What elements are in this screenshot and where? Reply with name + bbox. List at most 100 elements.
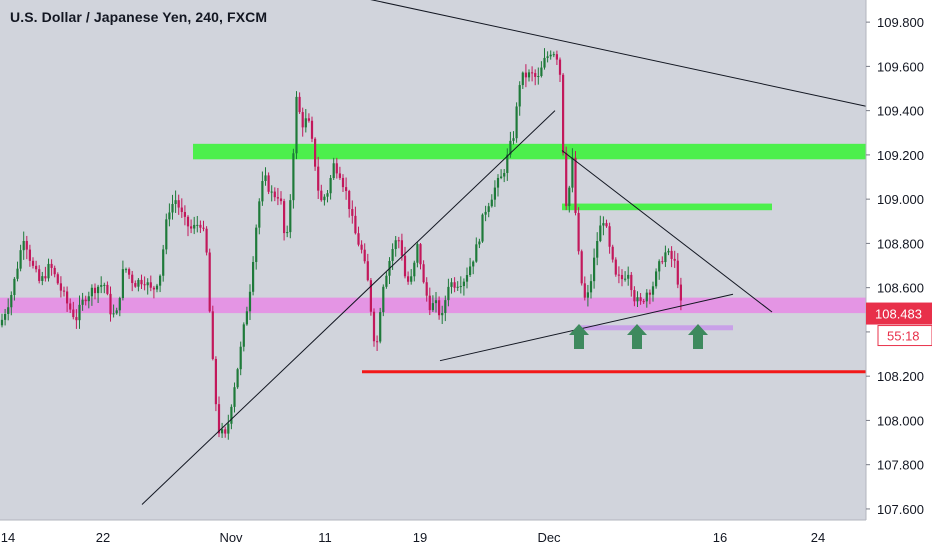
candle-body (97, 286, 100, 294)
plot-background (0, 0, 866, 520)
candle-body (186, 216, 190, 227)
countdown-badge-border (877, 325, 932, 347)
candle-body (35, 265, 38, 270)
x-tick-label: 24 (811, 530, 825, 545)
x-tick-label: 19 (413, 530, 427, 545)
candle-body (159, 275, 162, 286)
candle-body (611, 246, 614, 260)
x-tick-label: 16 (713, 530, 727, 545)
candle-body (676, 260, 679, 285)
candle-body (87, 296, 90, 302)
candle-body (348, 190, 351, 210)
candle-body (310, 120, 314, 139)
candle-body (13, 278, 16, 296)
candle-body (183, 212, 186, 217)
candle-body (245, 311, 248, 325)
y-tick-label: 108.200 (877, 369, 924, 384)
candle-body (376, 341, 379, 343)
candle-body (338, 173, 341, 178)
candle-body (431, 303, 434, 311)
candle-body (134, 283, 137, 287)
candle-body (10, 295, 13, 308)
candle-body (199, 224, 202, 228)
y-tick-label: 107.800 (877, 458, 924, 473)
last-price-label: 108.483 (875, 307, 922, 322)
candle-body (137, 279, 140, 287)
x-tick-label: Dec (537, 530, 561, 545)
up-arrow-1 (569, 324, 589, 349)
candle-body (41, 276, 44, 281)
candle-body (56, 274, 59, 284)
green-zone-1 (193, 143, 866, 160)
candle-body (633, 290, 636, 302)
candle-body (162, 249, 165, 276)
candle-body (22, 240, 25, 251)
candle-body (196, 224, 199, 226)
candle-body (372, 311, 376, 342)
candle-body (614, 259, 617, 275)
candle-body (658, 261, 661, 272)
candle-body (500, 176, 503, 178)
candle-body (543, 57, 546, 68)
candle-body (320, 190, 323, 201)
trendline-3 (561, 150, 773, 313)
candle-body (289, 200, 292, 233)
candle-body (335, 163, 338, 174)
trendline-2 (439, 293, 734, 362)
candle-body (115, 310, 118, 314)
candle-body (31, 260, 35, 266)
candle-body (66, 291, 69, 304)
candle-body (261, 181, 264, 202)
y-tick-label: 109.000 (877, 192, 924, 207)
y-tick-label: 108.600 (877, 281, 924, 296)
candle-body (416, 244, 419, 263)
candle-body (571, 157, 574, 188)
candle-body (496, 177, 500, 188)
candle-body (90, 287, 93, 297)
candle-body (314, 138, 317, 167)
candle-body (413, 262, 416, 277)
candle-body (248, 291, 252, 312)
candle-body (602, 223, 605, 226)
candle-body (441, 312, 444, 316)
candle-body (481, 214, 484, 242)
candle-body (379, 312, 382, 342)
candle-body (193, 224, 196, 229)
candle-body (292, 153, 295, 201)
candle-body (534, 73, 537, 77)
chart-title: U.S. Dollar / Japanese Yen, 240, FXCM (10, 9, 268, 25)
candle-body (317, 166, 320, 191)
y-tick-label: 108.800 (877, 236, 924, 251)
candle-body (152, 287, 155, 290)
candle-body (273, 191, 276, 198)
candle-body (283, 201, 286, 234)
candle-body (403, 255, 407, 277)
candle-body (661, 261, 664, 263)
candle-body (168, 212, 171, 220)
last-price-badge (866, 302, 932, 325)
trendline-4 (370, 0, 867, 107)
y-tick-label: 109.600 (877, 59, 924, 74)
candle-body (128, 269, 131, 275)
candle-body (428, 295, 431, 311)
candle-body (450, 282, 453, 287)
candle-body (667, 250, 670, 253)
candle-body (627, 274, 630, 279)
candle-body (202, 227, 205, 229)
candle-body (546, 56, 549, 58)
candle-body (171, 204, 174, 213)
candle-body (596, 241, 599, 258)
candle-body (180, 207, 183, 213)
candle-body (295, 96, 298, 154)
candle-body (453, 282, 456, 288)
candle-body (357, 233, 360, 245)
candle-body (673, 258, 676, 261)
candle-body (394, 240, 397, 250)
candle-body (410, 276, 413, 282)
candle-body (419, 244, 422, 265)
candle-body (586, 292, 589, 298)
candle-body (537, 76, 540, 78)
candle-body (354, 215, 357, 234)
candle-body (174, 200, 177, 205)
